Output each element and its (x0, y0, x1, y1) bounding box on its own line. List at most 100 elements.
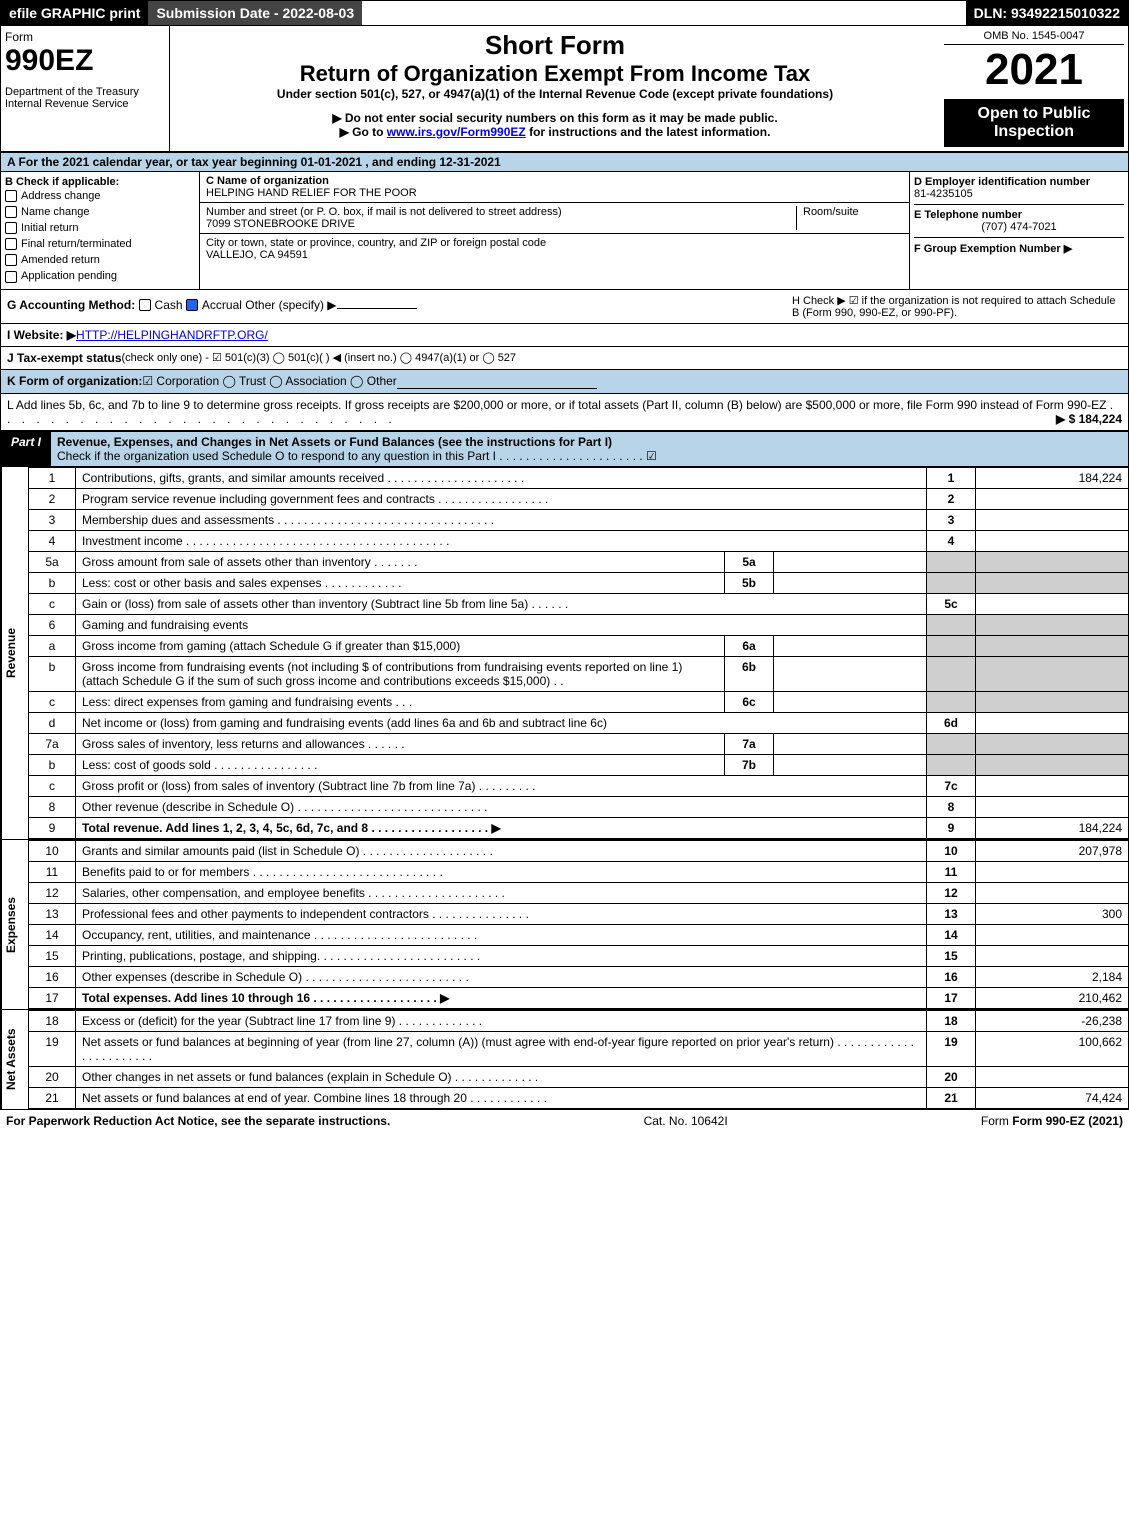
part1-bar: Part I Revenue, Expenses, and Changes in… (0, 431, 1129, 467)
line-ref: 10 (927, 840, 976, 861)
accrual-checkbox[interactable] (186, 299, 198, 311)
line-row: 6Gaming and fundraising events (29, 614, 1129, 635)
line-value (976, 1066, 1129, 1087)
checkbox[interactable] (5, 271, 17, 283)
line-text: Gain or (loss) from sale of assets other… (76, 593, 927, 614)
sub-line-ref: 6a (725, 635, 774, 656)
line-value: 74,424 (976, 1087, 1129, 1108)
line-number: 6 (29, 614, 76, 635)
line-row: 14Occupancy, rent, utilities, and mainte… (29, 924, 1129, 945)
line-value (976, 861, 1129, 882)
main-title: Return of Organization Exempt From Incom… (174, 61, 936, 87)
line-text: Gross profit or (loss) from sales of inv… (76, 775, 927, 796)
line-text: Program service revenue including govern… (76, 488, 927, 509)
city-label: City or town, state or province, country… (206, 237, 546, 249)
line-value (976, 509, 1129, 530)
line-row: 1Contributions, gifts, grants, and simil… (29, 467, 1129, 488)
line-row: cLess: direct expenses from gaming and f… (29, 691, 1129, 712)
goto-line: ▶ Go to www.irs.gov/Form990EZ for instru… (174, 125, 936, 139)
line-value (976, 945, 1129, 966)
i-label: I Website: ▶ (7, 328, 76, 342)
form-title-block: Short Form Return of Organization Exempt… (170, 26, 940, 151)
line-text: Net assets or fund balances at beginning… (76, 1031, 927, 1066)
sub-line-value (774, 656, 927, 691)
g-block: G Accounting Method: Cash Accrual Other … (7, 294, 792, 319)
street-label: Number and street (or P. O. box, if mail… (206, 206, 562, 218)
grey-cell (927, 614, 976, 635)
website-link[interactable]: HTTP://HELPINGHANDRFTP.ORG/ (76, 328, 268, 342)
line-text: Total expenses. Add lines 10 through 16 … (76, 987, 927, 1008)
tax-year: 2021 (944, 45, 1124, 95)
line-row: 19Net assets or fund balances at beginni… (29, 1031, 1129, 1066)
sub-line-value (774, 635, 927, 656)
line-number: b (29, 754, 76, 775)
line-value (976, 530, 1129, 551)
line-ref: 16 (927, 966, 976, 987)
other-label: Other (specify) ▶ (245, 298, 336, 312)
line-row: aGross income from gaming (attach Schedu… (29, 635, 1129, 656)
c-label: C Name of organization (206, 175, 329, 187)
line-value (976, 488, 1129, 509)
l-row: L Add lines 5b, 6c, and 7b to line 9 to … (0, 394, 1129, 431)
grey-cell (976, 656, 1129, 691)
line-number: 13 (29, 903, 76, 924)
line-ref: 9 (927, 817, 976, 838)
line-text: Net income or (loss) from gaming and fun… (76, 712, 927, 733)
c-city-row: City or town, state or province, country… (200, 234, 909, 264)
revenue-vlabel: Revenue (1, 467, 28, 839)
h-block: H Check ▶ ☑ if the organization is not r… (792, 294, 1122, 319)
line-text: Gross income from gaming (attach Schedul… (76, 635, 725, 656)
line-ref: 20 (927, 1066, 976, 1087)
checkbox[interactable] (5, 190, 17, 202)
line-text: Membership dues and assessments . . . . … (76, 509, 927, 530)
open-to-public: Open to Public Inspection (944, 99, 1124, 147)
checkbox[interactable] (5, 222, 17, 234)
line-ref: 14 (927, 924, 976, 945)
tel-label: E Telephone number (914, 204, 1124, 221)
other-input[interactable] (337, 294, 417, 309)
line-value: 207,978 (976, 840, 1129, 861)
line-value: 300 (976, 903, 1129, 924)
line-number: 4 (29, 530, 76, 551)
goto-link[interactable]: www.irs.gov/Form990EZ (387, 125, 526, 139)
sub-line-ref: 5a (725, 551, 774, 572)
grey-cell (976, 572, 1129, 593)
line-row: 12Salaries, other compensation, and empl… (29, 882, 1129, 903)
line-row: 11Benefits paid to or for members . . . … (29, 861, 1129, 882)
line-number: 14 (29, 924, 76, 945)
cash-checkbox[interactable] (139, 299, 151, 311)
c-name-row: C Name of organization HELPING HAND RELI… (200, 172, 909, 203)
under-section: Under section 501(c), 527, or 4947(a)(1)… (174, 87, 936, 101)
checkbox[interactable] (5, 206, 17, 218)
line-ref: 1 (927, 467, 976, 488)
line-row: 20Other changes in net assets or fund ba… (29, 1066, 1129, 1087)
sub-line-ref: 6c (725, 691, 774, 712)
grey-cell (927, 754, 976, 775)
part1-sub: Check if the organization used Schedule … (57, 449, 657, 463)
line-ref: 5c (927, 593, 976, 614)
line-row: 16Other expenses (describe in Schedule O… (29, 966, 1129, 987)
line-row: 13Professional fees and other payments t… (29, 903, 1129, 924)
c-street-row: Number and street (or P. O. box, if mail… (200, 203, 909, 234)
line-number: b (29, 572, 76, 593)
form-word: Form (5, 30, 165, 44)
line-row: bGross income from fundraising events (n… (29, 656, 1129, 691)
checkbox[interactable] (5, 254, 17, 266)
grey-cell (927, 635, 976, 656)
line-text: Less: cost or other basis and sales expe… (76, 572, 725, 593)
line-text: Printing, publications, postage, and shi… (76, 945, 927, 966)
line-ref: 12 (927, 882, 976, 903)
line-ref: 17 (927, 987, 976, 1008)
org-name: HELPING HAND RELIEF FOR THE POOR (206, 187, 417, 199)
line-value: 184,224 (976, 817, 1129, 838)
grey-cell (976, 691, 1129, 712)
goto-pre: ▶ Go to (340, 125, 387, 139)
checkbox[interactable] (5, 238, 17, 250)
sub-line-ref: 5b (725, 572, 774, 593)
k-other-input[interactable] (397, 374, 597, 389)
line-ref: 11 (927, 861, 976, 882)
line-number: 15 (29, 945, 76, 966)
line-value (976, 924, 1129, 945)
j-label: J Tax-exempt status (7, 351, 122, 365)
page-footer: For Paperwork Reduction Act Notice, see … (0, 1110, 1129, 1132)
